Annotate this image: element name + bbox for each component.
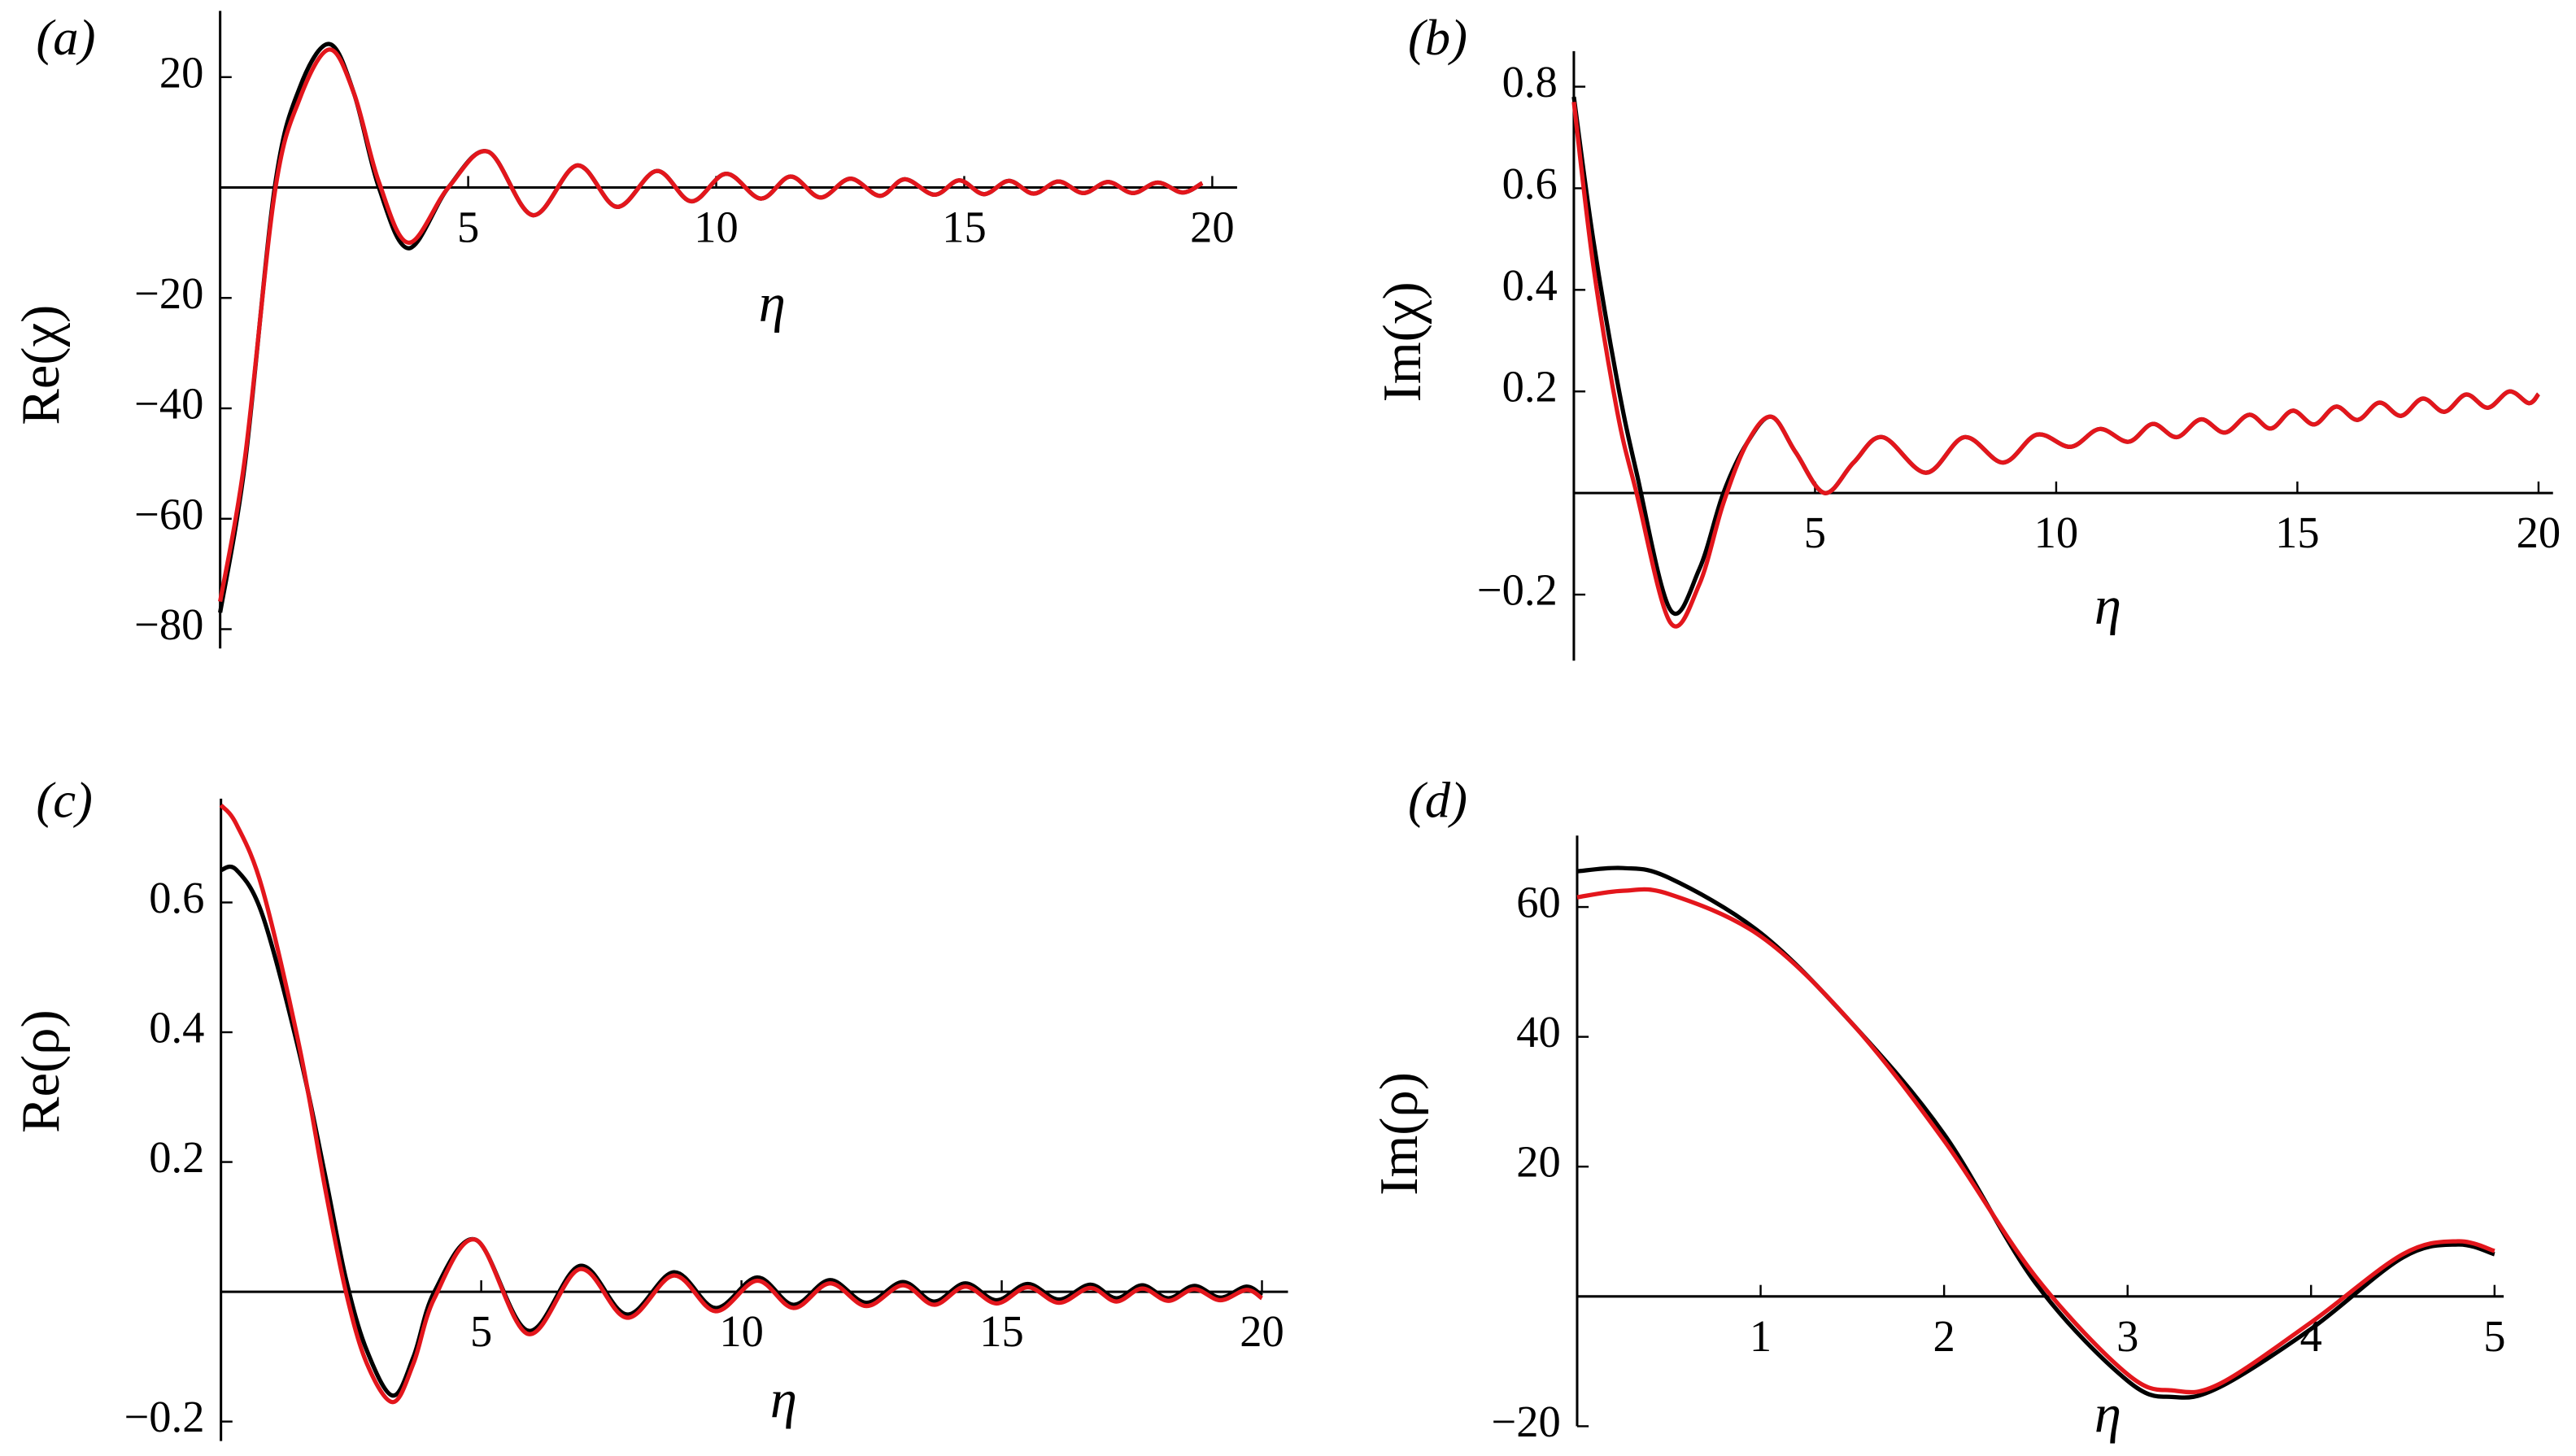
x-axis-label: η bbox=[759, 274, 786, 333]
y-tick-label: 40 bbox=[1516, 1007, 1561, 1057]
y-axis-label: Re(ρ) bbox=[11, 1009, 71, 1133]
data-line bbox=[1571, 101, 2540, 629]
panel-label: (b) bbox=[1408, 9, 1467, 66]
data-line bbox=[1576, 887, 2495, 1395]
data-line bbox=[218, 41, 1204, 613]
y-tick-label: −40 bbox=[134, 379, 203, 429]
x-tick-label: 10 bbox=[694, 203, 739, 252]
y-tick-label: −80 bbox=[134, 599, 203, 649]
x-axis-label: η bbox=[2094, 1385, 2121, 1445]
x-tick-label: 1 bbox=[1750, 1311, 1772, 1361]
x-tick-label: 3 bbox=[2116, 1311, 2138, 1361]
y-tick-label: −0.2 bbox=[124, 1392, 205, 1441]
panel-label: (c) bbox=[36, 771, 93, 828]
y-tick-label: 60 bbox=[1516, 878, 1561, 927]
x-tick-label: 10 bbox=[719, 1306, 764, 1356]
x-tick-label: 5 bbox=[457, 203, 479, 252]
y-axis-label: Re(χ) bbox=[11, 305, 71, 425]
x-tick-label: 20 bbox=[1190, 203, 1235, 252]
y-tick-label: −20 bbox=[1492, 1397, 1561, 1446]
x-tick-label: 15 bbox=[979, 1306, 1024, 1356]
y-tick-label: −20 bbox=[134, 268, 203, 318]
x-tick-label: 20 bbox=[2517, 508, 2561, 557]
y-tick-label: 0.2 bbox=[1502, 362, 1558, 412]
x-tick-label: 20 bbox=[1240, 1306, 1284, 1356]
panel-label: (d) bbox=[1408, 771, 1467, 828]
x-tick-label: 5 bbox=[2483, 1311, 2505, 1361]
x-axis-label: η bbox=[2094, 577, 2121, 636]
y-tick-label: 0.8 bbox=[1502, 57, 1558, 107]
y-tick-label: 20 bbox=[1516, 1137, 1561, 1187]
x-tick-label: 5 bbox=[470, 1306, 492, 1356]
x-tick-label: 15 bbox=[942, 203, 987, 252]
data-line bbox=[219, 804, 1263, 1405]
x-tick-label: 10 bbox=[2034, 508, 2079, 557]
y-tick-label: 0.2 bbox=[149, 1132, 204, 1182]
x-tick-label: 2 bbox=[1933, 1311, 1955, 1361]
y-tick-label: 0.6 bbox=[149, 873, 204, 922]
y-tick-label: −0.2 bbox=[1477, 565, 1558, 615]
y-axis-label: Im(χ) bbox=[1373, 281, 1432, 402]
data-line bbox=[220, 864, 1264, 1398]
y-tick-label: 0.4 bbox=[149, 1003, 204, 1053]
y-tick-label: 0.4 bbox=[1502, 260, 1558, 310]
y-tick-label: 0.6 bbox=[1502, 159, 1558, 208]
y-tick-label: −60 bbox=[134, 489, 203, 538]
data-line bbox=[1576, 865, 2495, 1400]
data-line bbox=[218, 47, 1204, 603]
x-tick-label: 5 bbox=[1804, 508, 1826, 557]
y-tick-label: 20 bbox=[159, 47, 204, 97]
x-tick-label: 15 bbox=[2275, 508, 2320, 557]
y-axis-label: Im(ρ) bbox=[1370, 1072, 1429, 1196]
x-axis-label: η bbox=[770, 1370, 797, 1429]
panel-label: (a) bbox=[36, 9, 95, 66]
